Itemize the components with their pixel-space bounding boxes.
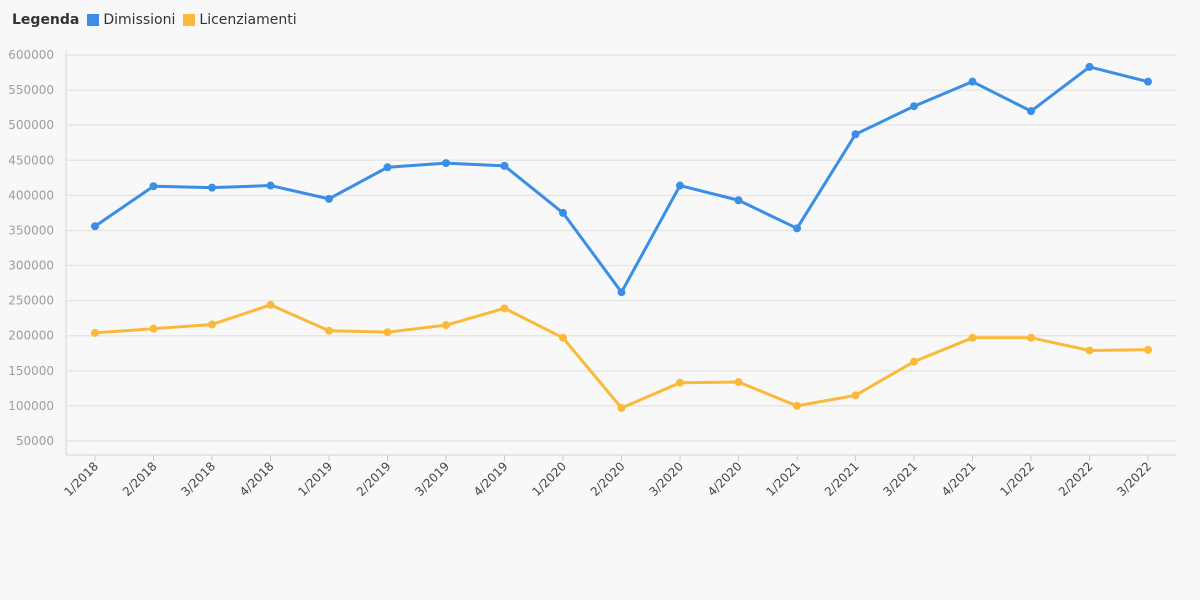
x-tick-label: 3/2020 xyxy=(646,459,686,499)
data-point-dimissioni[interactable] xyxy=(1144,77,1152,86)
x-axis: 1/2018 2/2018 3/2018 4/2018 1/2019 2/2019 3/20… xyxy=(61,454,1176,499)
y-tick-label: 150000 xyxy=(8,364,54,378)
data-point-dimissioni[interactable] xyxy=(617,288,626,297)
x-tick-label: 4/2021 xyxy=(939,459,979,499)
legend: Legenda Dimissioni Licenziamenti xyxy=(12,12,297,28)
data-point-dimissioni[interactable] xyxy=(968,77,977,86)
x-tick-label: 3/2022 xyxy=(1114,459,1154,499)
data-point-licenziamenti[interactable] xyxy=(910,357,918,366)
x-tick-label: 2/2021 xyxy=(822,459,862,499)
data-point-licenziamenti[interactable] xyxy=(734,378,743,387)
data-point-dimissioni[interactable] xyxy=(1085,62,1094,71)
x-tick-label: 4/2018 xyxy=(237,459,277,499)
data-point-dimissioni[interactable] xyxy=(383,163,392,172)
series-layer xyxy=(91,62,1152,412)
data-point-dimissioni[interactable] xyxy=(91,222,99,231)
x-tick-label: 3/2021 xyxy=(880,459,920,499)
x-tick-label: 2/2020 xyxy=(588,459,628,499)
data-point-licenziamenti[interactable] xyxy=(1144,345,1152,354)
data-point-licenziamenti[interactable] xyxy=(325,326,333,335)
data-point-licenziamenti[interactable] xyxy=(968,333,977,342)
data-point-dimissioni[interactable] xyxy=(500,161,509,170)
legend-item-licenziamenti[interactable]: Licenziamenti xyxy=(183,12,297,28)
series-line-dimissioni xyxy=(94,65,1149,294)
data-point-licenziamenti[interactable] xyxy=(1085,346,1094,355)
y-axis: 50000 100000 150000 200000 250000 300000 35000… xyxy=(8,48,67,455)
y-tick-label: 50000 xyxy=(16,434,54,448)
data-point-licenziamenti[interactable] xyxy=(1027,333,1035,342)
x-tick-label: 3/2018 xyxy=(178,459,218,499)
legend-swatch-dimissioni xyxy=(87,14,100,26)
y-tick-label: 550000 xyxy=(8,83,54,97)
data-point-dimissioni[interactable] xyxy=(851,130,860,139)
data-point-dimissioni[interactable] xyxy=(1027,107,1035,116)
data-point-dimissioni[interactable] xyxy=(325,194,333,203)
x-tick-label: 2/2022 xyxy=(1056,459,1096,499)
data-point-dimissioni[interactable] xyxy=(734,196,743,205)
grid-lines xyxy=(66,54,1176,442)
x-tick-label: 1/2022 xyxy=(997,459,1037,499)
x-tick-label: 1/2018 xyxy=(61,459,101,499)
legend-title: Legenda xyxy=(12,12,80,28)
legend-label-dimissioni: Dimissioni xyxy=(103,12,176,28)
data-point-dimissioni[interactable] xyxy=(149,182,158,191)
data-point-licenziamenti[interactable] xyxy=(266,300,275,309)
data-point-dimissioni[interactable] xyxy=(559,208,567,217)
data-point-dimissioni[interactable] xyxy=(910,102,918,111)
data-point-dimissioni[interactable] xyxy=(793,224,801,233)
y-tick-label: 200000 xyxy=(8,329,54,343)
y-tick-label: 350000 xyxy=(8,223,54,237)
y-tick-label: 100000 xyxy=(8,399,54,413)
series-line-licenziamenti xyxy=(94,303,1149,410)
data-point-licenziamenti[interactable] xyxy=(559,333,567,342)
x-tick-label: 3/2019 xyxy=(412,459,452,499)
x-tick-label: 1/2020 xyxy=(529,459,569,499)
legend-label-licenziamenti: Licenziamenti xyxy=(199,12,297,28)
data-point-licenziamenti[interactable] xyxy=(676,378,684,387)
data-point-licenziamenti[interactable] xyxy=(793,401,801,410)
y-tick-label: 300000 xyxy=(8,259,54,273)
y-tick-label: 250000 xyxy=(8,294,54,308)
x-tick-label: 1/2019 xyxy=(295,459,335,499)
y-tick-label: 500000 xyxy=(8,118,54,132)
data-point-licenziamenti[interactable] xyxy=(149,324,158,333)
data-point-dimissioni[interactable] xyxy=(676,181,684,190)
data-point-licenziamenti[interactable] xyxy=(851,391,860,400)
series-licenziamenti xyxy=(91,300,1152,412)
x-tick-label: 2/2018 xyxy=(120,459,160,499)
data-point-dimissioni[interactable] xyxy=(266,181,275,190)
data-point-licenziamenti[interactable] xyxy=(91,328,99,337)
data-point-licenziamenti[interactable] xyxy=(442,321,450,330)
data-point-licenziamenti[interactable] xyxy=(500,304,509,313)
y-tick-label: 400000 xyxy=(8,188,54,202)
y-tick-label: 450000 xyxy=(8,153,54,167)
x-tick-label: 1/2021 xyxy=(763,459,803,499)
legend-item-dimissioni[interactable]: Dimissioni xyxy=(87,12,175,28)
data-point-dimissioni[interactable] xyxy=(208,183,216,192)
legend-swatch-licenziamenti xyxy=(183,14,196,26)
x-tick-label: 4/2020 xyxy=(705,459,745,499)
data-point-licenziamenti[interactable] xyxy=(617,403,626,412)
y-tick-label: 600000 xyxy=(8,48,54,62)
data-point-dimissioni[interactable] xyxy=(442,159,450,168)
data-point-licenziamenti[interactable] xyxy=(383,328,392,337)
x-tick-label: 2/2019 xyxy=(354,459,394,499)
data-point-licenziamenti[interactable] xyxy=(208,320,216,329)
x-tick-label: 4/2019 xyxy=(471,459,511,499)
series-dimissioni xyxy=(91,62,1152,297)
